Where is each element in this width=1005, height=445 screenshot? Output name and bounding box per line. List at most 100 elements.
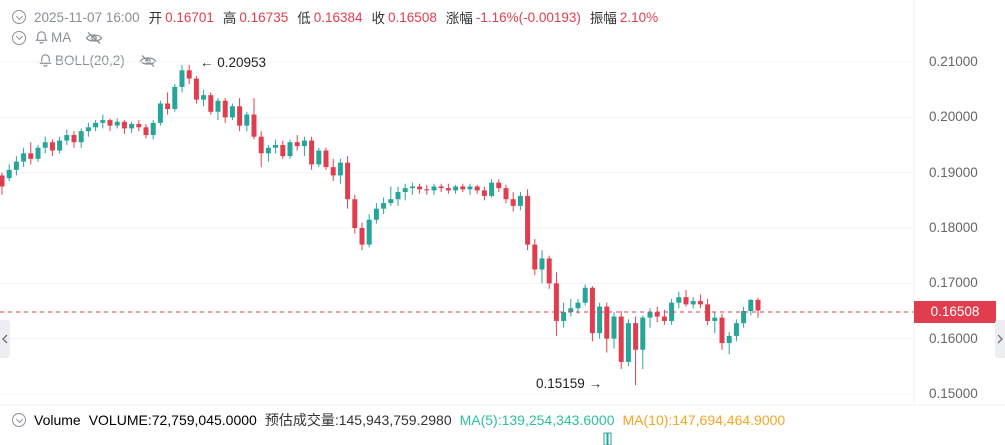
candle-body[interactable] — [395, 192, 401, 200]
candle-body[interactable] — [49, 142, 55, 151]
bell-icon[interactable] — [34, 30, 49, 45]
candle-body[interactable] — [42, 142, 48, 148]
candle-body[interactable] — [640, 317, 646, 350]
candle-body[interactable] — [690, 301, 696, 305]
candle-body[interactable] — [625, 323, 631, 362]
collapse-chevron-icon[interactable] — [12, 10, 26, 24]
candle-body[interactable] — [388, 199, 394, 204]
candle-body[interactable] — [755, 299, 761, 311]
candle-body[interactable] — [597, 306, 603, 334]
candle-body[interactable] — [186, 70, 192, 79]
candle-body[interactable] — [481, 190, 487, 196]
candle-body[interactable] — [489, 182, 495, 196]
scroll-right-button[interactable] — [995, 320, 1005, 358]
candle-body[interactable] — [741, 311, 747, 324]
candle-body[interactable] — [381, 203, 387, 209]
candle-body[interactable] — [85, 127, 91, 132]
candle-body[interactable] — [467, 186, 473, 190]
candle-body[interactable] — [71, 135, 77, 143]
candle-body[interactable] — [309, 140, 315, 165]
candle-body[interactable] — [107, 120, 113, 126]
candle-body[interactable] — [568, 308, 574, 313]
candle-body[interactable] — [0, 175, 5, 187]
candle-body[interactable] — [337, 162, 343, 176]
candle-body[interactable] — [748, 299, 754, 311]
candle-body[interactable] — [222, 100, 228, 118]
candle-body[interactable] — [726, 335, 732, 344]
candle-body[interactable] — [647, 312, 653, 318]
candle-body[interactable] — [561, 312, 567, 321]
bell-icon[interactable] — [38, 53, 53, 68]
candle-body[interactable] — [150, 122, 156, 136]
candle-body[interactable] — [661, 316, 667, 321]
candle-body[interactable] — [618, 316, 624, 362]
candle-body[interactable] — [445, 188, 451, 191]
candle-body[interactable] — [676, 297, 682, 303]
candle-body[interactable] — [453, 186, 459, 191]
candle-body[interactable] — [301, 140, 307, 147]
candle-body[interactable] — [265, 147, 271, 154]
candle-body[interactable] — [402, 188, 408, 193]
candle-body[interactable] — [352, 199, 358, 228]
candle-body[interactable] — [532, 244, 538, 270]
candle-body[interactable] — [712, 317, 718, 321]
candle-body[interactable] — [438, 186, 444, 189]
candle-body[interactable] — [258, 136, 264, 154]
candle-body[interactable] — [229, 106, 235, 118]
candle-body[interactable] — [100, 120, 106, 123]
candle-body[interactable] — [345, 162, 351, 200]
candle-body[interactable] — [287, 142, 293, 157]
candle-body[interactable] — [474, 186, 480, 191]
candle-body[interactable] — [460, 186, 466, 190]
candle-body[interactable] — [582, 287, 588, 303]
candle-body[interactable] — [373, 208, 379, 220]
candle-body[interactable] — [237, 106, 243, 126]
candle-body[interactable] — [172, 86, 178, 110]
candle-body[interactable] — [78, 131, 84, 143]
candle-body[interactable] — [21, 153, 27, 162]
candle-body[interactable] — [705, 304, 711, 321]
candle-body[interactable] — [553, 283, 559, 321]
candle-body[interactable] — [719, 317, 725, 344]
candle-body[interactable] — [510, 199, 516, 206]
candle-body[interactable] — [697, 301, 703, 305]
ma-collapse-chevron-icon[interactable] — [12, 30, 26, 45]
candle-body[interactable] — [330, 167, 336, 176]
candle-body[interactable] — [6, 169, 12, 179]
volume-collapse-chevron-icon[interactable] — [12, 413, 26, 427]
candle-body[interactable] — [294, 142, 300, 147]
candle-body[interactable] — [157, 103, 163, 123]
candle-body[interactable] — [604, 306, 610, 339]
candle-body[interactable] — [669, 302, 675, 321]
candle-body[interactable] — [244, 114, 250, 126]
candle-body[interactable] — [654, 312, 660, 317]
candle-body[interactable] — [575, 302, 581, 309]
candle-body[interactable] — [633, 323, 639, 350]
candle-body[interactable] — [35, 147, 41, 159]
candle-body[interactable] — [323, 150, 329, 168]
candle-body[interactable] — [517, 195, 523, 206]
candle-body[interactable] — [503, 188, 509, 200]
candle-body[interactable] — [273, 145, 279, 148]
candle-body[interactable] — [280, 145, 286, 157]
candle-body[interactable] — [431, 186, 437, 191]
candle-body[interactable] — [57, 140, 63, 151]
candle-body[interactable] — [179, 70, 185, 87]
candle-body[interactable] — [143, 127, 149, 136]
candle-body[interactable] — [539, 258, 545, 270]
eye-hidden-icon[interactable] — [139, 54, 157, 68]
candle-body[interactable] — [409, 186, 415, 189]
candle-body[interactable] — [546, 258, 552, 284]
candle-body[interactable] — [165, 103, 171, 110]
candle-body[interactable] — [424, 189, 430, 191]
candle-body[interactable] — [93, 122, 99, 128]
candle-body[interactable] — [193, 78, 199, 100]
scroll-left-button[interactable] — [0, 320, 10, 358]
candle-body[interactable] — [208, 95, 214, 112]
candle-body[interactable] — [215, 100, 221, 112]
candle-body[interactable] — [589, 287, 595, 334]
candle-body[interactable] — [13, 161, 19, 170]
candle-body[interactable] — [366, 219, 372, 245]
candle-body[interactable] — [251, 114, 257, 137]
